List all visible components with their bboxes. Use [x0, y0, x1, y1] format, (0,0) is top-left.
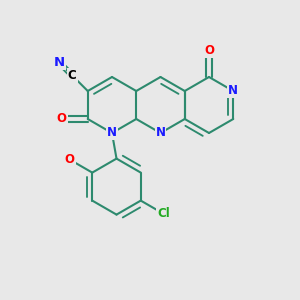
Text: O: O [65, 153, 75, 166]
Text: Cl: Cl [157, 207, 170, 220]
Text: N: N [228, 85, 238, 98]
Text: N: N [155, 127, 166, 140]
Text: N: N [54, 56, 65, 69]
Text: O: O [204, 44, 214, 58]
Text: O: O [57, 112, 67, 125]
Text: C: C [68, 69, 76, 82]
Text: N: N [107, 127, 117, 140]
